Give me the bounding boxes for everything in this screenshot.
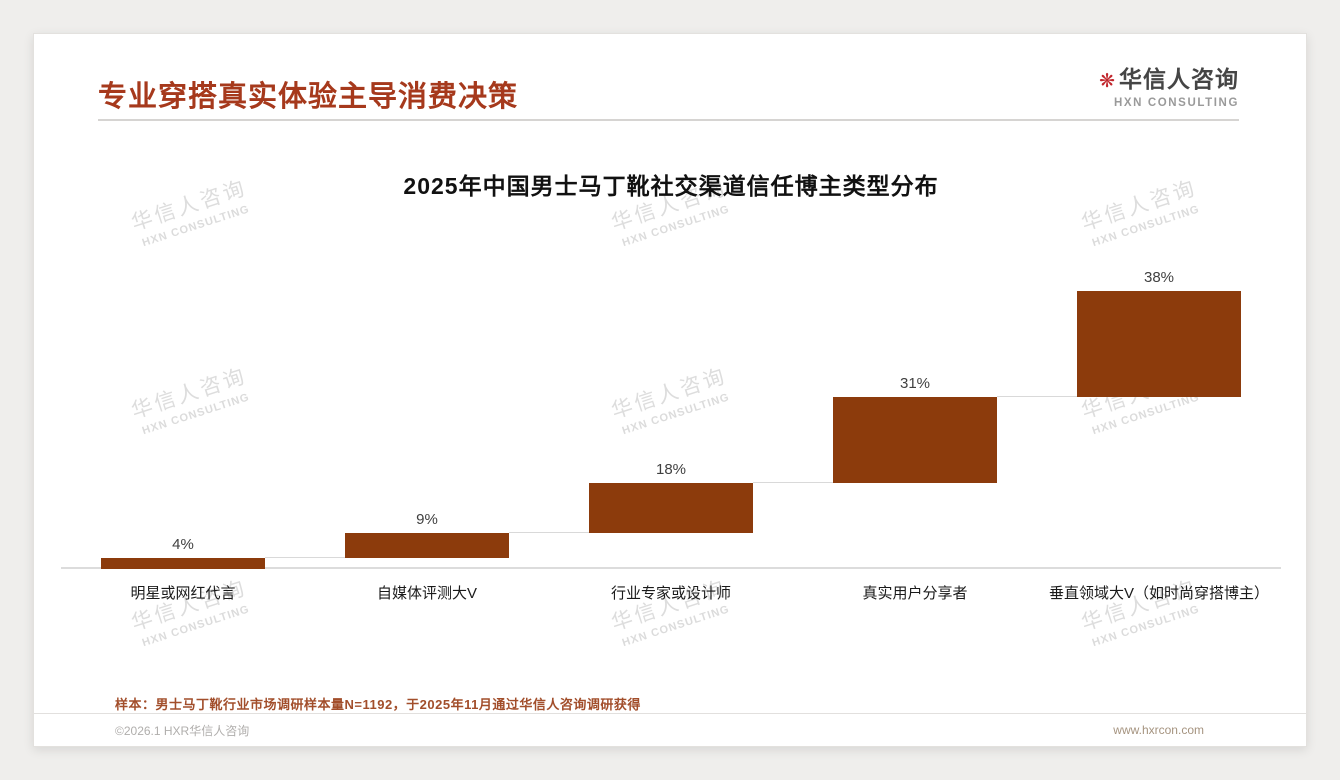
value-label: 31% [899, 374, 931, 392]
slide-card: 华信人咨询 HXN CONSULTING 华信人咨询 HXN CONSULTING 华信… [33, 33, 1307, 747]
connector-line [997, 395, 1077, 397]
value-label: 38% [1143, 269, 1175, 286]
footer: ©2026.1 HXR华信人咨询 www.hxrcon.com [34, 713, 1306, 746]
category-label: 行业专家或设计师 [610, 585, 731, 602]
category-label: 自媒体评测大V [376, 585, 477, 602]
bar-segment-1 [345, 532, 509, 558]
company-logo: ❋ 华信人咨询 HXN CONSULTING [1099, 60, 1239, 109]
logo-flower-icon: ❋ [1099, 71, 1116, 92]
bar-segment-3 [833, 396, 997, 483]
header-divider [98, 119, 1239, 121]
sample-note: 样本：男士马丁靴行业市场调研样本量N=1192，于2025年11月通过华信人咨询… [115, 697, 641, 712]
connector-line [265, 556, 345, 558]
category-label: 真实用户分享者 [862, 585, 968, 602]
website-link[interactable]: www.hxrcon.com [1113, 723, 1204, 737]
bar-segment-0 [101, 557, 265, 569]
page-title: 专业穿搭真实体验主导消费决策 [98, 81, 519, 113]
x-axis-baseline [61, 567, 1281, 569]
bar-segment-4 [1077, 291, 1241, 397]
value-label: 4% [172, 535, 194, 553]
category-label: 明星或网红代言 [130, 585, 236, 602]
value-label: 18% [655, 460, 687, 478]
logo-name: 华信人咨询 [1119, 66, 1239, 92]
copyright-text: ©2026.1 HXR华信人咨询 [115, 723, 250, 738]
logo-subtitle: HXN CONSULTING [1113, 97, 1239, 109]
connector-line [509, 531, 589, 533]
connector-line [753, 481, 833, 483]
value-label: 9% [416, 510, 438, 528]
x-axis-labels: 明星或网红代言 自媒体评测大V 行业专家或设计师 真实用户分享者 垂直领域大V（如时尚穿… [61, 582, 1281, 603]
bar-segment-2 [589, 482, 753, 533]
category-label: 垂直领域大V（如时尚穿搭博主） [1048, 585, 1269, 602]
waterfall-chart: 4% 9% 18% 31% 38% [61, 267, 1281, 569]
logo-wordmark: ❋ 华信人咨询 [1099, 60, 1239, 94]
chart-title: 2025年中国男士马丁靴社交渠道信任博主类型分布 [403, 173, 939, 199]
